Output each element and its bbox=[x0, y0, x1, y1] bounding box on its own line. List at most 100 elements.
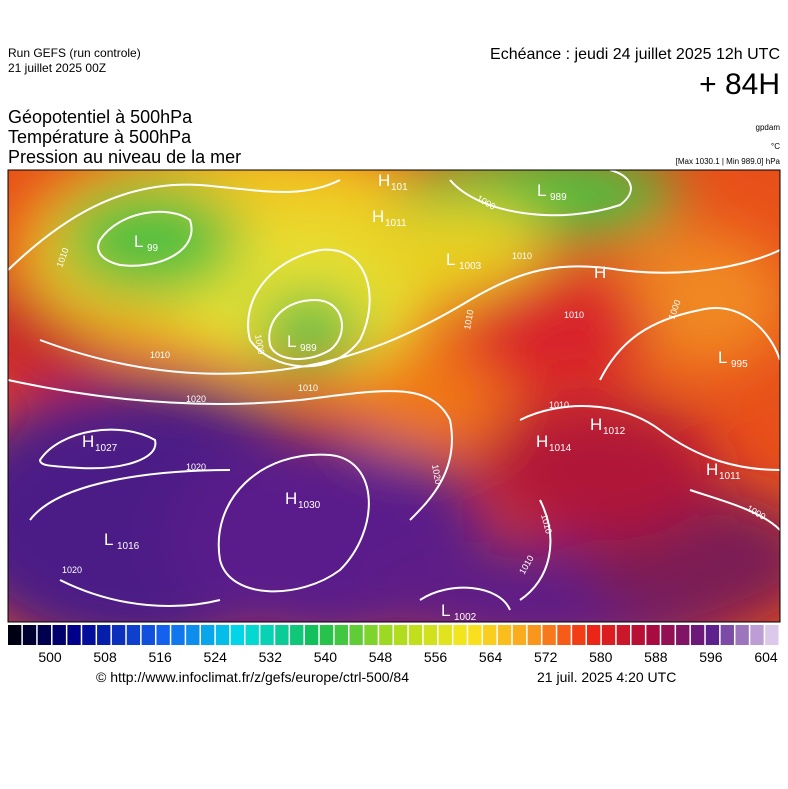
colorbar-label: 556 bbox=[424, 649, 448, 665]
color-swatch bbox=[661, 625, 675, 645]
isobar-label: 1010 bbox=[549, 400, 569, 410]
temperature-field bbox=[8, 170, 780, 622]
isobar-label: 1010 bbox=[512, 251, 532, 261]
center-value: 1002 bbox=[454, 612, 477, 623]
field: Température à 500hPa bbox=[8, 127, 192, 147]
color-swatch bbox=[527, 625, 541, 645]
color-swatch bbox=[8, 625, 22, 645]
color-swatch bbox=[750, 625, 764, 645]
center-letter: H bbox=[590, 415, 602, 434]
colorbar-label: 540 bbox=[314, 649, 338, 665]
color-swatch bbox=[690, 625, 705, 645]
color-swatch bbox=[201, 625, 215, 645]
colorbar-label: 596 bbox=[699, 649, 723, 665]
center-value: 1012 bbox=[603, 426, 626, 437]
center-letter: H bbox=[594, 263, 606, 282]
generated-time: 21 juil. 2025 4:20 UTC bbox=[537, 669, 677, 685]
field: Pression au niveau de la mer bbox=[8, 147, 242, 167]
color-swatch bbox=[52, 625, 66, 645]
color-swatch bbox=[616, 625, 631, 645]
center-letter: H bbox=[372, 207, 384, 226]
color-swatch bbox=[111, 625, 126, 645]
colorbar-label: 588 bbox=[644, 649, 668, 665]
unit: °C bbox=[771, 142, 780, 151]
center-value: 1030 bbox=[298, 500, 321, 511]
color-swatch bbox=[22, 625, 37, 645]
center-value: 1027 bbox=[95, 443, 118, 454]
color-swatch bbox=[394, 625, 408, 645]
color-swatch bbox=[497, 625, 512, 645]
color-swatch bbox=[705, 625, 720, 645]
color-swatch bbox=[379, 625, 393, 645]
color-swatch bbox=[601, 625, 616, 645]
color-swatch bbox=[171, 625, 185, 645]
color-swatch bbox=[423, 625, 438, 645]
isobar-label: 1010 bbox=[150, 350, 170, 360]
color-swatch bbox=[290, 625, 304, 645]
color-swatch bbox=[82, 625, 96, 645]
center-letter: H bbox=[536, 432, 548, 451]
color-swatch bbox=[186, 625, 200, 645]
center-value: 989 bbox=[550, 192, 567, 203]
color-swatch bbox=[468, 625, 482, 645]
colorbar-label: 508 bbox=[93, 649, 117, 665]
color-swatch bbox=[364, 625, 378, 645]
isobar-label: 1010 bbox=[462, 309, 475, 330]
color-swatch bbox=[676, 625, 690, 645]
center-letter: L bbox=[287, 332, 296, 351]
colorbar-label: 532 bbox=[259, 649, 283, 665]
run-date: 21 juillet 2025 00Z bbox=[8, 61, 107, 75]
color-swatch bbox=[512, 625, 527, 645]
center-letter: H bbox=[378, 171, 390, 190]
colorbar-label: 548 bbox=[369, 649, 393, 665]
center-letter: H bbox=[285, 489, 297, 508]
color-swatch bbox=[557, 625, 571, 645]
center-value: 1003 bbox=[459, 261, 482, 272]
source-url: © http://www.infoclimat.fr/z/gefs/europe… bbox=[96, 669, 410, 685]
color-swatch bbox=[97, 625, 111, 645]
center-value: 1014 bbox=[549, 443, 572, 454]
color-swatch bbox=[453, 625, 467, 645]
center-letter: L bbox=[537, 181, 546, 200]
colorbar-label: 580 bbox=[589, 649, 613, 665]
isobar-label: 1010 bbox=[564, 310, 584, 320]
center-value: 1016 bbox=[117, 541, 140, 552]
center-letter: L bbox=[446, 250, 455, 269]
color-swatch bbox=[631, 625, 645, 645]
isobar-label: 1020 bbox=[62, 565, 82, 575]
isobar-label: 1020 bbox=[186, 462, 206, 472]
color-swatch bbox=[67, 625, 81, 645]
color-swatch bbox=[587, 625, 601, 645]
color-swatch bbox=[646, 625, 660, 645]
center-value: 1011 bbox=[385, 218, 407, 229]
isobar-label: 1020 bbox=[186, 394, 206, 404]
color-swatch bbox=[245, 625, 259, 645]
valid-time: Echéance : jeudi 24 juillet 2025 12h UTC bbox=[490, 46, 780, 63]
color-swatch bbox=[230, 625, 245, 645]
color-swatch bbox=[334, 625, 348, 645]
unit: gpdam bbox=[755, 123, 780, 132]
color-swatch bbox=[483, 625, 497, 645]
isobar-label: 1020 bbox=[430, 464, 443, 485]
color-swatch bbox=[141, 625, 155, 645]
color-swatch bbox=[275, 625, 289, 645]
color-swatch bbox=[156, 625, 170, 645]
center-value: 989 bbox=[300, 343, 317, 354]
lead-time: + 84H bbox=[699, 68, 780, 101]
color-swatch bbox=[720, 625, 734, 645]
isobars bbox=[8, 170, 780, 611]
color-swatch bbox=[260, 625, 274, 645]
center-letter: H bbox=[706, 460, 718, 479]
colorbar-label: 500 bbox=[38, 649, 62, 665]
colorbar-label: 572 bbox=[534, 649, 558, 665]
unit: [Max 1030.1 | Min 989.0] hPa bbox=[675, 157, 780, 166]
center-value: 99 bbox=[147, 243, 159, 254]
color-swatch bbox=[319, 625, 334, 645]
color-swatch bbox=[542, 625, 556, 645]
color-swatch bbox=[765, 625, 779, 645]
colorbar-label: 524 bbox=[204, 649, 228, 665]
color-swatch bbox=[438, 625, 452, 645]
colorbar-label: 604 bbox=[754, 649, 778, 665]
